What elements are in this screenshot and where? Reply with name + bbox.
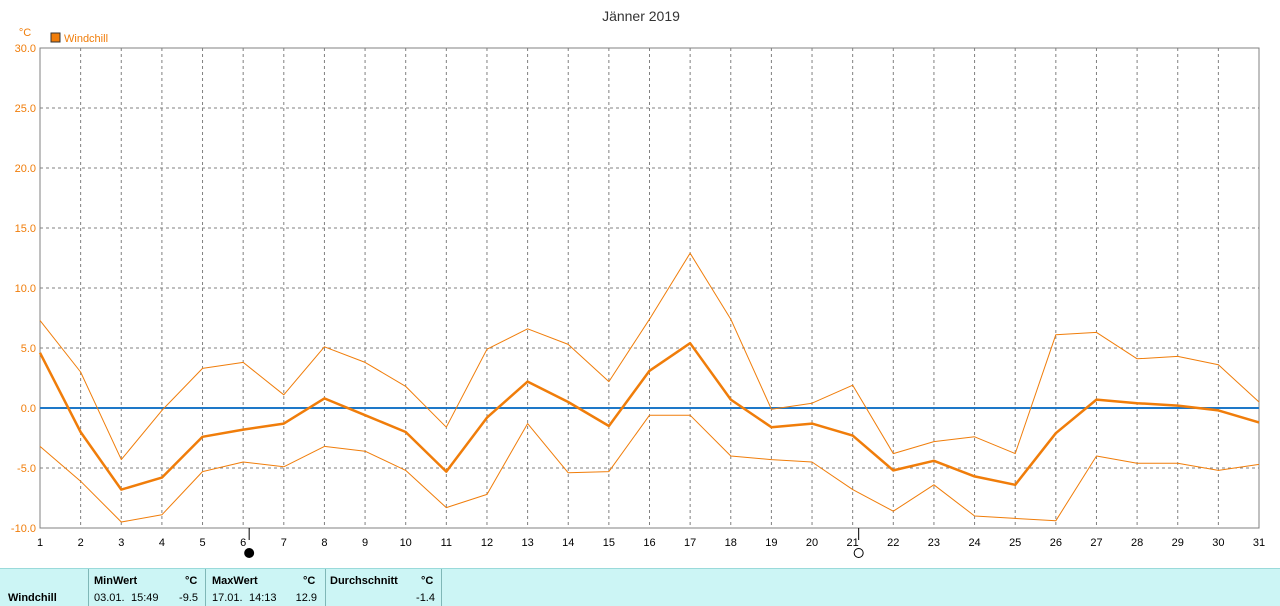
min-value: -9.5	[179, 592, 198, 604]
chart: Jänner 2019 °C Windchill 30.025.020.015.…	[11, 8, 1265, 558]
y-tick-label: 25.0	[15, 103, 36, 115]
x-tick-label: 24	[968, 537, 980, 549]
legend: Windchill	[50, 32, 108, 45]
x-tick-label: 17	[684, 537, 696, 549]
statistics-bar: Windchill MinWert °C 03.01. 15:49 -9.5 M…	[0, 568, 1280, 606]
x-tick-label: 9	[362, 537, 368, 549]
x-tick-label: 25	[1009, 537, 1021, 549]
avg-unit: °C	[421, 575, 434, 587]
x-tick-label: 27	[1090, 537, 1102, 549]
plot-area: 30.025.020.015.010.05.00.0-5.0-10.01 2 3 4 5…	[11, 43, 1265, 558]
legend-label: Windchill	[64, 33, 108, 45]
y-tick-label: 10.0	[15, 283, 36, 295]
x-tick-label: 14	[562, 537, 574, 549]
x-tick-label: 6	[240, 537, 246, 549]
y-tick-label: 15.0	[15, 223, 36, 235]
x-tick-label: 20	[806, 537, 818, 549]
x-tick-label: 11	[441, 537, 452, 549]
new-moon-icon	[244, 548, 255, 558]
x-tick-label: 26	[1050, 537, 1062, 549]
chart-title: Jänner 2019	[602, 8, 680, 24]
y-tick-label: -5.0	[17, 463, 36, 475]
x-tick-label: 22	[887, 537, 899, 549]
x-tick-label: 28	[1131, 537, 1143, 549]
x-tick-label: 12	[481, 537, 493, 549]
x-tick-label: 15	[603, 537, 615, 549]
series-line-mean	[38, 341, 1260, 491]
min-unit: °C	[185, 575, 198, 587]
x-tick-label: 16	[643, 537, 655, 549]
x-tick-label: 4	[159, 537, 165, 549]
max-time: 14:13	[249, 592, 277, 604]
min-time: 15:49	[131, 592, 159, 604]
y-axis-unit: °C	[19, 27, 31, 39]
avg-value: -1.4	[416, 592, 435, 604]
min-header: MinWert	[94, 575, 138, 587]
x-tick-label: 3	[118, 537, 124, 549]
x-tick-label: 30	[1212, 537, 1224, 549]
plot-frame	[39, 47, 1260, 529]
stats-separator	[325, 569, 326, 606]
min-date: 03.01.	[94, 592, 125, 604]
avg-header: Durchschnitt	[330, 575, 398, 587]
x-tick-label: 19	[765, 537, 777, 549]
stats-separator	[88, 569, 89, 606]
full-moon-icon	[853, 548, 864, 558]
max-date: 17.01.	[212, 592, 243, 604]
stats-separator	[205, 569, 206, 606]
y-tick-label: -10.0	[11, 523, 36, 535]
x-tick-label: 13	[521, 537, 533, 549]
x-tick-label: 18	[725, 537, 737, 549]
x-tick-label: 23	[928, 537, 940, 549]
x-tick-label: 29	[1172, 537, 1184, 549]
series-line-min	[39, 414, 1260, 523]
y-tick-label: 30.0	[15, 43, 36, 55]
x-tick-label: 8	[321, 537, 327, 549]
x-tick-label: 7	[281, 537, 287, 549]
x-tick-label: 31	[1253, 537, 1265, 549]
stats-row-label: Windchill	[8, 592, 57, 604]
max-value: 12.9	[295, 592, 317, 604]
stats-separator	[441, 569, 442, 606]
max-header: MaxWert	[212, 575, 258, 587]
x-tick-label: 5	[199, 537, 205, 549]
y-tick-label: 0.0	[21, 403, 36, 415]
series-line-max	[39, 252, 1260, 461]
y-tick-label: 5.0	[21, 343, 36, 355]
legend-swatch	[50, 32, 61, 43]
x-tick-label: 2	[78, 537, 84, 549]
max-unit: °C	[303, 575, 316, 587]
x-tick-label: 21	[847, 537, 859, 549]
x-tick-label: 1	[37, 537, 43, 549]
x-tick-label: 10	[400, 537, 412, 549]
y-tick-label: 20.0	[15, 163, 36, 175]
